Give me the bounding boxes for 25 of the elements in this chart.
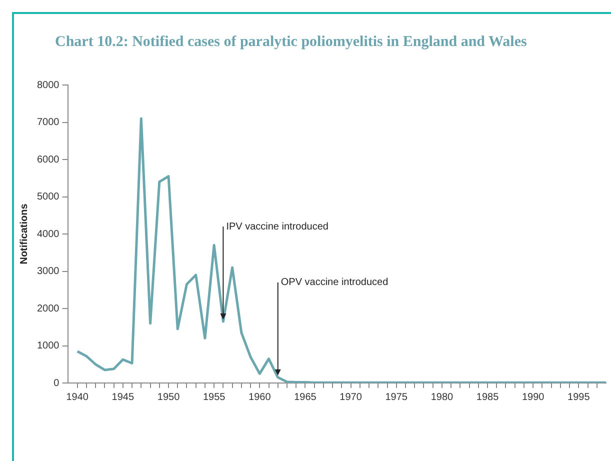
y-tick-label: 7000 — [36, 117, 60, 128]
y-tick-label: 8000 — [36, 80, 60, 91]
annotation: OPV vaccine introduced — [280, 277, 388, 288]
x-tick-label: 1975 — [385, 392, 408, 403]
x-tick-label: 1970 — [340, 392, 362, 403]
chart-title: Chart 10.2: Notified cases of paralytic poliomyelitis in England and Wales — [55, 33, 528, 52]
x-tick-label: 1965 — [294, 392, 317, 403]
x-tick-label: 1995 — [568, 392, 590, 403]
y-tick-label: 0 — [54, 378, 60, 389]
x-tick-label: 1985 — [476, 392, 500, 403]
x-tick-label: 1980 — [430, 392, 454, 403]
y-tick-label: 2000 — [36, 303, 60, 314]
y-tick-label: 4000 — [36, 228, 60, 240]
annotation: IPV vaccine introduced — [226, 221, 328, 232]
y-tick-label: 6000 — [36, 154, 60, 166]
y-tick-label: 3000 — [36, 266, 60, 277]
x-tick-label: 1950 — [157, 392, 180, 403]
y-tick-label: 1000 — [36, 340, 60, 352]
x-tick-label: 1940 — [66, 392, 89, 403]
x-tick-label: 1955 — [202, 392, 226, 403]
x-tick-label: 1990 — [522, 392, 545, 403]
x-tick-label: 1945 — [112, 392, 134, 403]
x-tick-label: 1960 — [248, 392, 272, 403]
y-tick-label: 5000 — [36, 192, 60, 202]
y-axis-title: Notifications — [18, 203, 30, 264]
